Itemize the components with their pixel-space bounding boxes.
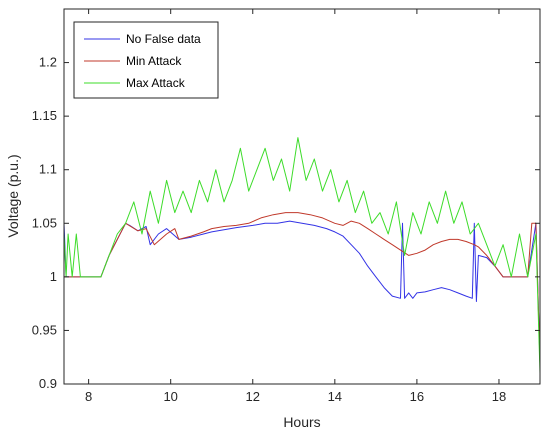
y-tick-label: 1.05 [32,215,57,230]
y-tick-label: 1.1 [39,162,57,177]
x-tick-label: 16 [410,389,424,404]
series-line-1 [63,220,541,363]
series-line-2 [64,212,541,363]
x-tick-label: 18 [492,389,506,404]
y-tick-label: 1.2 [39,55,57,70]
plot-frame [63,8,541,385]
y-tick-label: 1 [50,269,57,284]
x-axis-title: Hours [283,414,320,430]
legend-label-1: No False data [126,32,201,46]
x-tick-label: 14 [328,389,342,404]
x-tick-label: 8 [85,389,92,404]
legend: No False data Min Attack Max Attack [73,21,219,99]
y-tick-label: 1.15 [32,108,57,123]
x-tick-label: 12 [246,389,260,404]
y-axis-title: Voltage (p.u.) [5,154,21,237]
y-tick-label: 0.9 [39,376,57,391]
legend-box [73,21,219,99]
legend-label-3: Max Attack [126,76,186,90]
series-line-3 [63,137,541,374]
x-tick-label: 10 [163,389,177,404]
y-tick-label: 0.95 [32,322,57,337]
legend-label-2: Min Attack [126,54,182,68]
series-layer [63,137,541,374]
ticks-layer: 8 10 12 14 16 18 0.9 0.95 1 1.05 1.1 1.15 1.2 [32,9,540,404]
